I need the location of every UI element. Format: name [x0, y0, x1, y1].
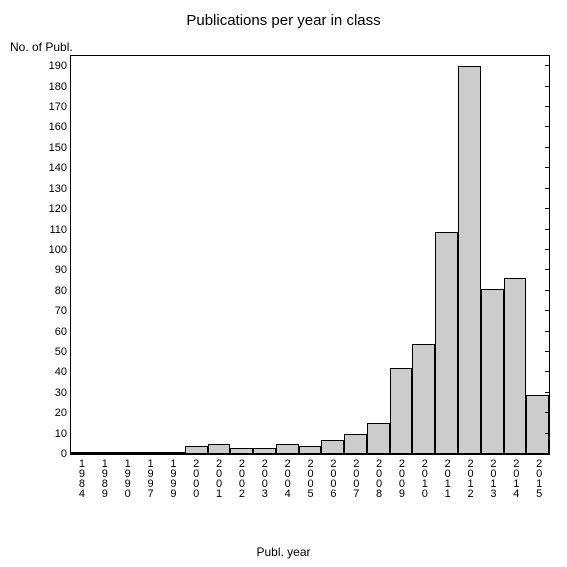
x-tick-label: 1997 — [139, 458, 162, 508]
bar — [208, 444, 231, 454]
chart-container: Publications per year in class No. of Pu… — [0, 0, 567, 567]
y-tick-mark — [545, 167, 550, 168]
bar — [71, 452, 94, 454]
bar — [253, 448, 276, 454]
plot-area: 0102030405060708090100110120130140150160… — [70, 55, 550, 455]
y-tick-label: 80 — [55, 285, 71, 297]
x-tick-label: 1990 — [116, 458, 139, 508]
x-labels: 1984198919901997199920002001200220032004… — [70, 458, 550, 508]
bar — [185, 446, 208, 454]
x-tick-label: 1989 — [93, 458, 116, 508]
bar — [504, 278, 527, 454]
x-tick-label: 2013 — [481, 458, 504, 508]
y-tick-label: 130 — [49, 183, 71, 195]
y-tick-mark — [545, 412, 550, 413]
y-tick-label: 110 — [49, 224, 71, 236]
y-tick-label: 30 — [55, 387, 71, 399]
y-tick-label: 60 — [55, 326, 71, 338]
y-tick-mark — [545, 310, 550, 311]
y-tick-mark — [545, 229, 550, 230]
y-tick-label: 70 — [55, 305, 71, 317]
y-tick-mark — [545, 188, 550, 189]
y-tick-mark — [545, 65, 550, 66]
x-tick-label: 2015 — [527, 458, 550, 508]
bars-group — [71, 56, 549, 454]
x-tick-label: 2014 — [504, 458, 527, 508]
x-tick-label: 2001 — [207, 458, 230, 508]
x-tick-label: 2004 — [276, 458, 299, 508]
x-tick-label: 2003 — [253, 458, 276, 508]
y-tick-mark — [545, 433, 550, 434]
y-tick-label: 190 — [49, 60, 71, 72]
y-tick-mark — [545, 269, 550, 270]
y-tick-label: 90 — [55, 264, 71, 276]
y-tick-mark — [545, 147, 550, 148]
y-tick-mark — [545, 126, 550, 127]
bar — [344, 434, 367, 454]
bar — [481, 289, 504, 454]
y-tick-label: 40 — [55, 366, 71, 378]
y-tick-label: 180 — [49, 81, 71, 93]
bar — [458, 66, 481, 454]
y-tick-label: 50 — [55, 346, 71, 358]
x-tick-label: 2011 — [436, 458, 459, 508]
y-axis-title: No. of Publ. — [10, 40, 73, 54]
bar — [390, 368, 413, 454]
y-tick-mark — [545, 351, 550, 352]
x-tick-label: 1999 — [161, 458, 184, 508]
x-tick-label: 2005 — [299, 458, 322, 508]
bar — [162, 452, 185, 454]
y-tick-label: 20 — [55, 407, 71, 419]
y-tick-mark — [545, 371, 550, 372]
bar — [139, 452, 162, 454]
y-tick-label: 160 — [49, 121, 71, 133]
bar — [117, 452, 140, 454]
x-tick-label: 1984 — [70, 458, 93, 508]
x-axis-title: Publ. year — [0, 545, 567, 559]
bar — [321, 440, 344, 454]
y-tick-label: 120 — [49, 203, 71, 215]
y-tick-label: 170 — [49, 101, 71, 113]
y-tick-mark — [545, 331, 550, 332]
bar — [299, 446, 322, 454]
y-tick-mark — [545, 106, 550, 107]
y-tick-label: 150 — [49, 142, 71, 154]
bar — [94, 452, 117, 454]
x-tick-label: 2002 — [230, 458, 253, 508]
bar — [367, 423, 390, 454]
x-tick-label: 2010 — [413, 458, 436, 508]
y-tick-mark — [545, 86, 550, 87]
bar — [276, 444, 299, 454]
y-tick-mark — [545, 290, 550, 291]
y-tick-mark — [545, 453, 550, 454]
y-tick-mark — [545, 392, 550, 393]
y-tick-mark — [545, 249, 550, 250]
y-tick-mark — [545, 208, 550, 209]
chart-title: Publications per year in class — [0, 12, 567, 29]
x-tick-label: 2007 — [344, 458, 367, 508]
x-tick-label: 2009 — [390, 458, 413, 508]
bar — [412, 344, 435, 454]
x-tick-label: 2000 — [184, 458, 207, 508]
bar — [435, 232, 458, 454]
x-tick-label: 2008 — [367, 458, 390, 508]
x-tick-label: 2006 — [321, 458, 344, 508]
bar — [526, 395, 549, 454]
bar — [230, 448, 253, 454]
y-tick-label: 10 — [55, 428, 71, 440]
y-tick-label: 100 — [49, 244, 71, 256]
y-tick-label: 140 — [49, 162, 71, 174]
x-tick-label: 2012 — [459, 458, 482, 508]
